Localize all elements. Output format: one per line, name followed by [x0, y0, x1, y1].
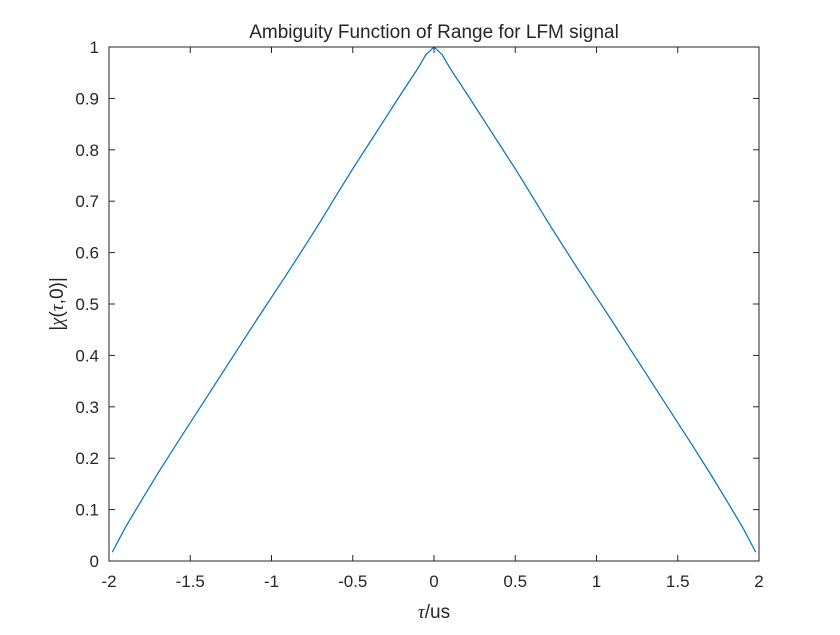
y-tick-label: 0.9 — [75, 89, 99, 108]
y-tick-label: 0.4 — [75, 346, 99, 365]
y-axis-label: |χ(τ,0)| — [47, 277, 68, 331]
y-tick-label: 0.7 — [75, 192, 99, 211]
x-tick-label: -1 — [264, 572, 279, 591]
y-axis-label-rest: ,0)| — [47, 277, 68, 304]
x-tick-label: 1 — [592, 572, 601, 591]
y-tick-label: 1 — [90, 38, 99, 57]
y-tick-label: 0.3 — [75, 398, 99, 417]
y-tick-label: 0.8 — [75, 141, 99, 160]
y-axis: 0 0.1 0.2 0.3 0.4 0.5 0.6 0.7 0.8 0.9 1 — [75, 38, 759, 571]
x-tick-label: 0.5 — [503, 572, 527, 591]
y-tick-label: 0 — [90, 552, 99, 571]
x-tick-label: -2 — [101, 572, 116, 591]
y-tick-label: 0.6 — [75, 244, 99, 263]
y-tick-label: 0.2 — [75, 449, 99, 468]
y-tick-label: 0.5 — [75, 295, 99, 314]
chart-title: Ambiguity Function of Range for LFM sign… — [249, 22, 619, 43]
x-axis-label-unit: /us — [425, 602, 450, 623]
y-tick-label: 0.1 — [75, 501, 99, 520]
x-tick-label: 0 — [429, 572, 438, 591]
x-tick-label: -0.5 — [338, 572, 367, 591]
x-axis: -2 -1.5 -1 -0.5 0 0.5 1 1.5 2 — [101, 47, 764, 591]
x-axis-label: τ/us — [418, 602, 450, 623]
y-axis-label-paren: ( — [47, 310, 68, 317]
axes-box — [108, 46, 760, 562]
x-tick-label: -1.5 — [176, 572, 205, 591]
x-tick-label: 1.5 — [666, 572, 690, 591]
y-axis-label-open: | — [47, 326, 68, 331]
x-tick-label: 2 — [754, 572, 763, 591]
y-axis-label-symbol: χ — [47, 317, 68, 328]
y-axis-label-arg: τ — [47, 303, 68, 311]
plot-area — [109, 47, 759, 561]
x-axis-label-symbol: τ — [418, 602, 426, 623]
